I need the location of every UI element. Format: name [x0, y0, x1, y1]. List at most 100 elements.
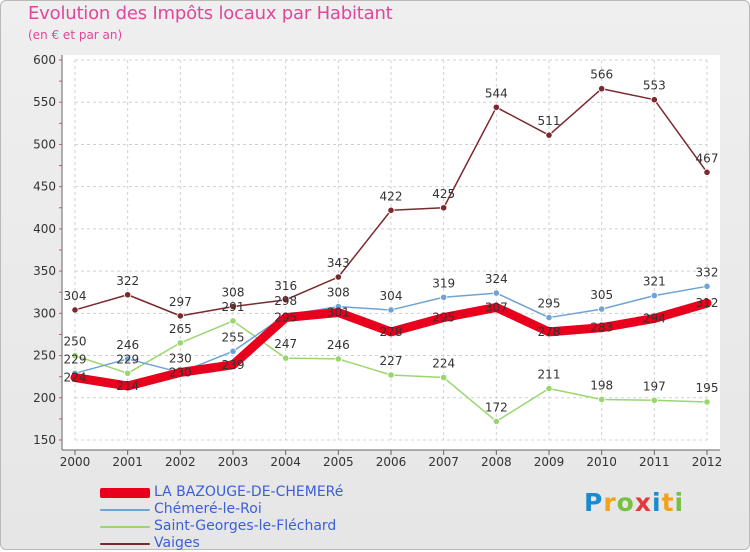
x-tick-label: 2012 [692, 455, 723, 469]
y-tick-label: 550 [33, 95, 56, 109]
x-tick-label: 2003 [218, 455, 249, 469]
data-label: 291 [222, 300, 245, 314]
data-label: 198 [590, 378, 613, 392]
data-label: 511 [538, 114, 561, 128]
data-label: 308 [327, 286, 350, 300]
x-tick-label: 2009 [534, 455, 565, 469]
data-point [334, 355, 342, 363]
data-label: 278 [538, 325, 561, 339]
data-label: 255 [222, 330, 245, 344]
data-label: 301 [327, 305, 350, 319]
legend-label: Chémeré-le-Roi [154, 501, 262, 517]
x-tick-label: 2007 [428, 455, 459, 469]
y-tick-label: 150 [33, 433, 56, 447]
data-point [545, 384, 553, 393]
data-point [492, 103, 500, 111]
data-point [545, 313, 553, 322]
data-point [650, 96, 658, 104]
data-label: 250 [64, 335, 87, 349]
data-point [282, 354, 290, 362]
data-label: 246 [116, 338, 139, 352]
data-label: 307 [485, 300, 508, 314]
data-label: 295 [538, 297, 561, 311]
data-label: 425 [432, 187, 455, 201]
data-point [124, 369, 132, 377]
data-label: 312 [696, 296, 719, 310]
data-label: 294 [643, 311, 666, 325]
data-point [124, 355, 132, 363]
x-tick-label: 2008 [481, 455, 512, 469]
data-point [387, 306, 395, 314]
data-point [598, 395, 606, 404]
logo-letter: i [674, 488, 685, 517]
data-label: 224 [64, 371, 87, 385]
data-point [282, 296, 290, 304]
data-label: 553 [643, 79, 666, 93]
data-point [650, 396, 658, 404]
legend-label: LA BAZOUGE-DE-CHEMERé [154, 484, 344, 500]
data-label: 230 [169, 365, 192, 379]
data-point [334, 273, 342, 281]
data-label: 229 [64, 352, 87, 366]
data-label: 332 [696, 265, 719, 279]
data-point [229, 302, 237, 311]
data-label: 298 [274, 294, 297, 308]
data-label: 304 [380, 289, 403, 303]
data-label: 211 [538, 367, 561, 381]
data-label: 319 [432, 276, 455, 290]
legend-swatch [100, 543, 150, 545]
data-label: 295 [274, 311, 297, 325]
data-point [176, 312, 184, 320]
logo-letter: r [603, 488, 617, 517]
data-label: 322 [116, 274, 139, 288]
proxiti-logo: Proxiti [584, 488, 684, 517]
x-tick-label: 2005 [323, 455, 354, 469]
data-label: 467 [696, 151, 719, 165]
chart-subtitle: (en € et par an) [28, 28, 123, 42]
legend-swatch [100, 526, 150, 528]
y-tick-label: 400 [33, 222, 56, 236]
legend-label: Saint-Georges-le-Fléchard [154, 518, 337, 534]
data-label: 566 [590, 68, 613, 82]
y-tick-label: 200 [33, 391, 56, 405]
data-point [650, 291, 658, 300]
data-label: 422 [380, 189, 403, 203]
x-tick-label: 2006 [376, 455, 407, 469]
y-tick-label: 300 [33, 306, 56, 320]
data-point [492, 417, 500, 426]
data-point [440, 373, 448, 382]
data-point [387, 371, 395, 379]
legend-label: Vaiges [154, 535, 200, 551]
data-point [440, 293, 448, 301]
x-tick-label: 2001 [112, 455, 143, 469]
data-label: 229 [116, 352, 139, 366]
data-label: 214 [116, 379, 139, 393]
data-point [440, 204, 448, 212]
x-tick-label: 2010 [586, 455, 617, 469]
data-label: 247 [274, 337, 297, 351]
data-label: 172 [485, 400, 508, 414]
x-tick-label: 2011 [639, 455, 670, 469]
data-label: 227 [380, 354, 403, 368]
logo-letter: i [652, 488, 662, 517]
x-tick-label: 2004 [270, 455, 301, 469]
data-label: 297 [169, 295, 192, 309]
data-label: 324 [485, 272, 508, 286]
data-label: 239 [222, 358, 245, 372]
data-label: 265 [169, 322, 192, 336]
data-label: 308 [222, 286, 245, 300]
chart-title: Evolution des Impôts locaux par Habitant [28, 3, 393, 24]
data-point [703, 398, 711, 406]
data-point [387, 206, 395, 214]
data-label: 224 [432, 357, 455, 371]
data-label: 304 [64, 289, 87, 303]
data-label: 321 [643, 275, 666, 289]
series-line [70, 298, 712, 391]
y-tick-label: 250 [33, 349, 56, 363]
legend-swatch [100, 509, 150, 511]
y-tick-label: 450 [33, 180, 56, 194]
y-tick-label: 600 [33, 53, 56, 67]
data-label: 544 [485, 86, 508, 100]
data-point [545, 131, 553, 139]
